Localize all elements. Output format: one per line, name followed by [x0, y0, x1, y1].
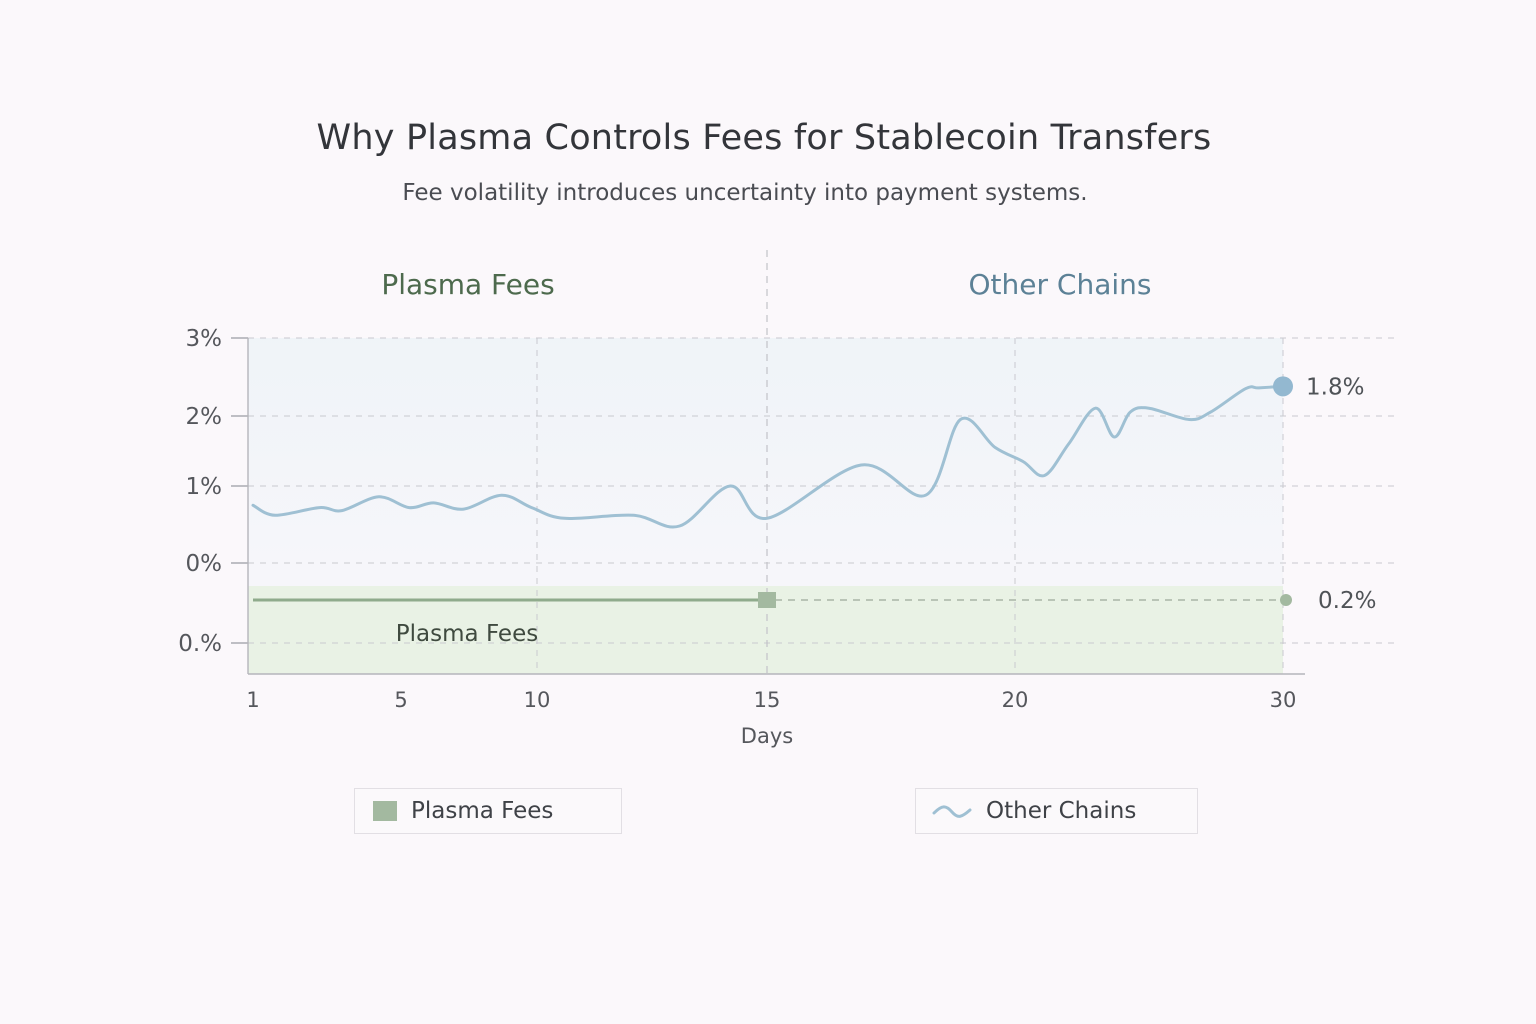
x-axis-label: Days — [741, 724, 793, 748]
plasma-fees-end-label: 0.2% — [1318, 588, 1376, 614]
y-tick-label: 3% — [186, 326, 223, 352]
other-chains-end-point — [1273, 376, 1293, 397]
y-tick-label: 0% — [186, 551, 223, 577]
other-chains-end-label: 1.8% — [1306, 374, 1364, 400]
legend-item-plasma-fees: Plasma Fees — [354, 788, 622, 834]
x-tick-label: 1 — [246, 688, 259, 712]
plasma-fees-end-point — [1280, 594, 1292, 606]
legend-label-other: Other Chains — [986, 798, 1137, 824]
legend-label-plasma: Plasma Fees — [411, 798, 554, 824]
x-tick-label: 20 — [1002, 688, 1029, 712]
legend-item-other-chains: Other Chains — [915, 788, 1198, 834]
plasma-band-label: Plasma Fees — [396, 621, 538, 647]
section-label-plasma: Plasma Fees — [381, 268, 554, 301]
y-tick-label: 1% — [186, 474, 223, 500]
plasma-swatch-icon — [373, 801, 397, 821]
chart-title: Why Plasma Controls Fees for Stablecoin … — [316, 118, 1212, 158]
x-tick-label: 10 — [524, 688, 551, 712]
x-tick-label: 30 — [1270, 688, 1297, 712]
other-chains-area — [248, 338, 1283, 586]
y-tick-label: 0.% — [178, 631, 222, 657]
wave-swatch-icon — [932, 805, 972, 818]
chart-subtitle: Fee volatility introduces uncertainty in… — [402, 180, 1088, 206]
y-tick-label: 2% — [186, 404, 223, 430]
section-label-other: Other Chains — [969, 268, 1152, 301]
other-chains-line — [251, 384, 1285, 529]
plasma-fees-marker — [758, 592, 776, 608]
x-tick-label: 15 — [754, 688, 781, 712]
x-tick-label: 5 — [394, 688, 407, 712]
